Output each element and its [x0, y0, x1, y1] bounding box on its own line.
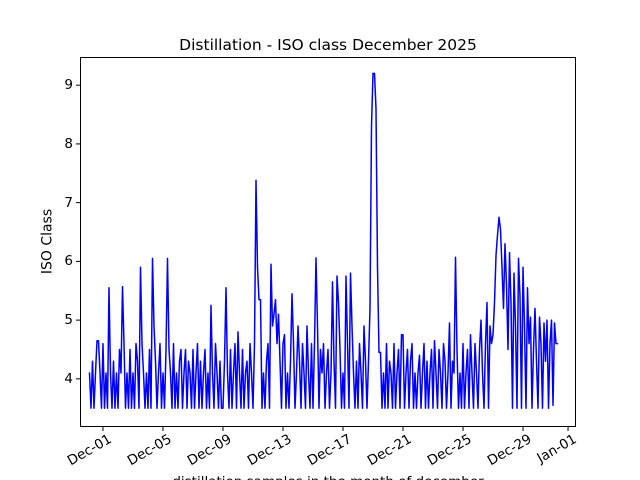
chart-title: Distillation - ISO class December 2025 [179, 36, 477, 54]
y-tick-label: 6 [64, 253, 73, 270]
y-tick-label: 9 [64, 77, 73, 94]
y-tick-label: 4 [64, 370, 73, 387]
y-tick-label: 5 [64, 312, 73, 329]
y-tick-label: 7 [64, 194, 73, 211]
y-tick-label: 8 [64, 135, 73, 152]
iso-class-line [88, 72, 559, 409]
x-axis-label: distillation samples in the month of dec… [80, 474, 576, 480]
tick-marks [76, 84, 569, 431]
